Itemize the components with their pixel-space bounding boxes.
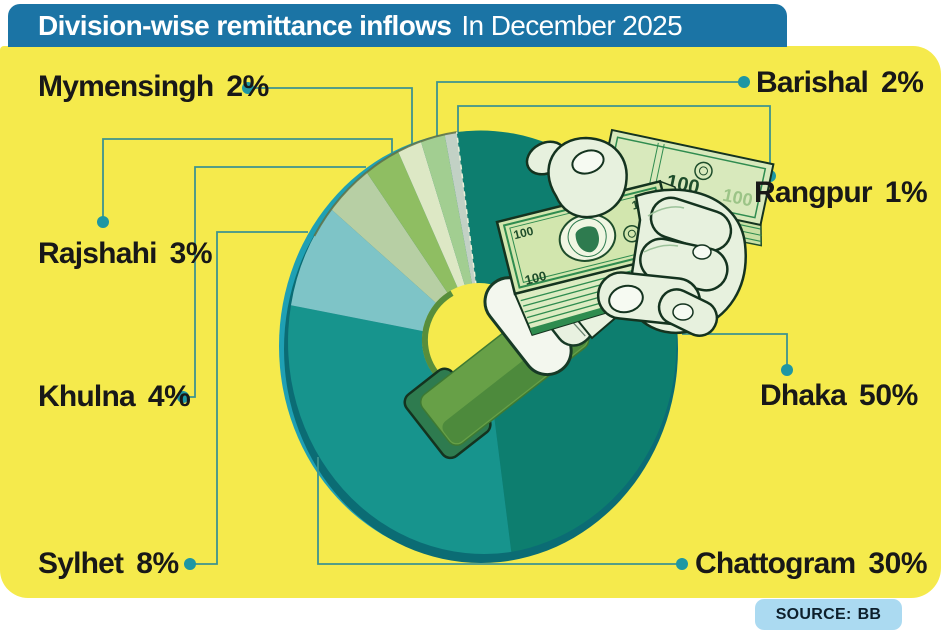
source-badge: SOURCE: BB	[755, 599, 902, 630]
page-subtitle: In December 2025	[461, 9, 683, 41]
slice-barishal	[420, 134, 473, 288]
slice-rajshahi	[366, 151, 459, 297]
division-name: Mymensingh	[38, 70, 214, 103]
division-name: Barishal	[756, 66, 869, 99]
slice-sylhet	[291, 209, 440, 333]
division-name: Sylhet	[38, 547, 124, 580]
svg-text:100: 100	[512, 224, 535, 243]
leader-dot-rajshahi	[97, 216, 109, 228]
label-chattogram: Chattogram 30%	[695, 547, 928, 581]
hand	[596, 188, 747, 337]
division-name: Rajshahi	[38, 237, 157, 270]
fingernail	[692, 244, 712, 260]
thumb	[547, 136, 628, 219]
division-name: Khulna	[38, 380, 136, 413]
leader-sylhet	[190, 231, 308, 565]
leader-rajshahi	[102, 138, 393, 222]
division-percent: 3%	[169, 237, 213, 270]
division-percent: 4%	[147, 380, 191, 413]
dashed-boundary	[455, 132, 477, 286]
label-sylhet: Sylhet 8%	[38, 547, 179, 581]
leader-dot-barishal	[738, 76, 750, 88]
slice-khulna	[331, 172, 450, 307]
label-rangpur: Rangpur 1%	[754, 176, 928, 210]
leader-dot-dhaka	[781, 364, 793, 376]
page-title: Division-wise remittance inflows	[38, 9, 452, 41]
division-percent: 2%	[881, 66, 924, 99]
division-percent: 1%	[884, 176, 928, 209]
leader-dot-chattogram	[676, 558, 688, 570]
label-barishal: Barishal 2%	[756, 66, 924, 100]
division-percent: 2%	[226, 70, 269, 103]
label-khulna: Khulna 4%	[38, 380, 191, 414]
leader-chattogram	[317, 457, 682, 565]
hand-money-illustration: 100 100 100 100 100 100	[403, 128, 775, 460]
leader-lines	[97, 76, 793, 570]
slice-chattogram	[288, 305, 512, 554]
leader-dot-khulna	[177, 391, 189, 403]
division-percent: 50%	[859, 379, 918, 412]
division-percent: 8%	[136, 547, 179, 580]
division-percent: 30%	[868, 547, 928, 580]
label-mymensingh: Mymensingh 2%	[38, 70, 269, 104]
fingernail	[608, 284, 644, 314]
source-label: SOURCE:	[775, 605, 852, 623]
label-rajshahi: Rajshahi 3%	[38, 237, 213, 271]
leader-mymensingh	[248, 87, 413, 146]
division-name: Chattogram	[695, 547, 856, 580]
leader-dhaka	[682, 333, 788, 370]
leader-dot-sylhet	[184, 558, 196, 570]
svg-text:100: 100	[523, 268, 548, 288]
slice-rangpur	[444, 132, 477, 287]
thumbnail	[571, 149, 605, 175]
label-dhaka: Dhaka 50%	[760, 379, 918, 413]
division-name: Rangpur	[754, 176, 873, 209]
slice-mymensingh	[398, 141, 466, 291]
rim-accent	[313, 131, 457, 237]
title-bar: Division-wise remittance inflows In Dece…	[8, 4, 787, 47]
division-name: Dhaka	[760, 379, 847, 412]
leader-rangpur	[457, 105, 771, 176]
leader-barishal	[436, 81, 744, 138]
leader-dot-mymensingh	[242, 82, 254, 94]
fingernail	[672, 303, 694, 321]
source-value: BB	[857, 605, 882, 623]
